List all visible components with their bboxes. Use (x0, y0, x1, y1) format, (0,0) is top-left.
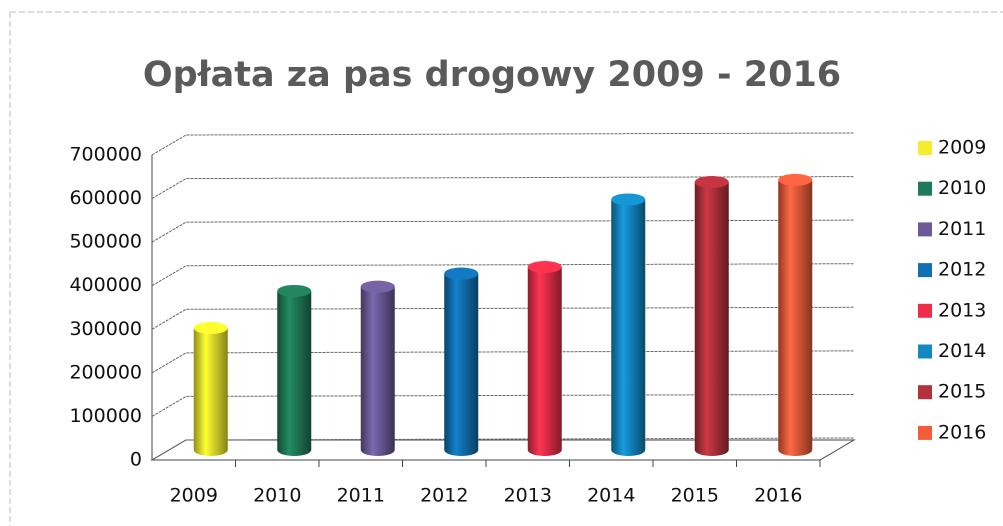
x-tick-label: 2011 (337, 485, 385, 507)
bar-top (193, 322, 228, 334)
grid-line (151, 393, 855, 417)
legend-label: 2010 (938, 177, 986, 199)
bar-top (527, 261, 562, 273)
x-tick-label: 2009 (170, 485, 218, 507)
bar (611, 199, 646, 456)
y-tick-label: 600000 (69, 187, 142, 209)
y-tick-label: 300000 (69, 318, 142, 340)
y-tick-label: 700000 (69, 144, 142, 166)
legend-label: 2014 (938, 340, 986, 362)
floor (150, 439, 856, 461)
x-tick-label: 2013 (504, 485, 552, 507)
bar-top (444, 267, 479, 280)
grid-line (151, 263, 855, 287)
legend-swatch (918, 344, 932, 359)
grid-line (151, 219, 855, 243)
y-tick-label: 100000 (69, 405, 142, 427)
grid-line (151, 350, 855, 374)
bar (778, 179, 813, 456)
bar-top (778, 173, 813, 186)
legend-label: 2015 (938, 381, 986, 403)
bar-top (611, 193, 646, 206)
grid-line (151, 176, 855, 200)
bar-top (694, 176, 729, 189)
legend-swatch (918, 222, 932, 237)
legend-label: 2012 (938, 259, 986, 281)
legend-label: 2013 (938, 299, 986, 321)
legend-swatch (918, 263, 932, 278)
bar (527, 267, 562, 456)
y-tick-label: 200000 (69, 361, 142, 383)
y-tick-label: 400000 (69, 274, 142, 296)
legend-swatch (918, 141, 932, 155)
x-tick-label: 2015 (671, 485, 719, 507)
bar-top (277, 284, 312, 297)
bar (277, 290, 312, 456)
bar (444, 273, 479, 456)
legend-label: 2009 (938, 137, 986, 159)
y-tick-label: 500000 (69, 231, 142, 253)
bar (193, 328, 228, 456)
bar (360, 286, 395, 456)
grid-line (151, 437, 855, 461)
y-tick-label: 0 (130, 449, 142, 471)
x-tick-label: 2014 (587, 485, 635, 507)
legend-swatch (918, 385, 932, 400)
legend-swatch (918, 181, 932, 196)
grid-line (151, 306, 855, 330)
grid-line (151, 132, 855, 156)
bar (694, 182, 729, 457)
x-tick-label: 2016 (754, 485, 802, 507)
x-tick-label: 2010 (253, 485, 301, 507)
legend-swatch (918, 425, 932, 440)
legend-label: 2011 (938, 218, 986, 240)
legend-swatch (918, 303, 932, 318)
chart-title: Opłata za pas drogowy 2009 - 2016 (143, 55, 841, 95)
legend-label: 2016 (938, 421, 986, 443)
x-tick-label: 2012 (420, 485, 468, 507)
bar-top (360, 280, 395, 293)
